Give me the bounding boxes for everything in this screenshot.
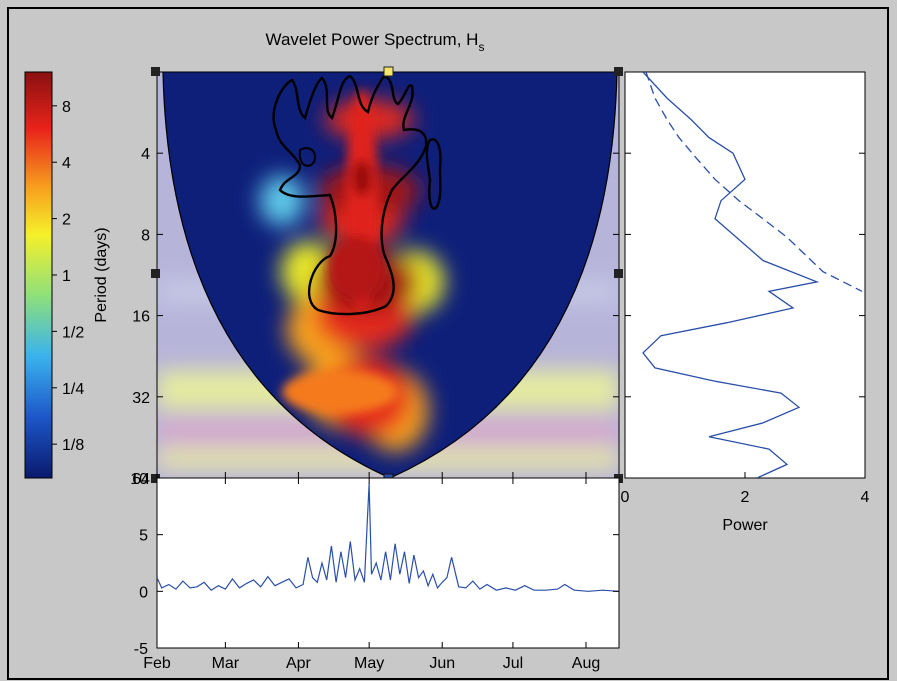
timeseries-x-tick-label: Apr — [286, 655, 312, 672]
colorbar-tick-label: 1/4 — [62, 381, 84, 398]
spectrum-axes-box — [624, 71, 866, 479]
resize-handle-bottom-left[interactable] — [151, 474, 160, 483]
power-blob — [259, 175, 305, 227]
colorbar-tick-label: 4 — [62, 155, 71, 172]
resize-handle-right[interactable] — [614, 269, 623, 278]
colorbar-tick-label: 1/2 — [62, 324, 84, 341]
significance-contour-main — [272, 74, 428, 316]
power-core — [282, 90, 398, 414]
resize-handle-left[interactable] — [151, 269, 160, 278]
map-y-tick-label: 4 — [141, 146, 150, 163]
spectrum-x-tick-label: 2 — [741, 489, 750, 506]
significance-spectrum-line — [645, 72, 863, 292]
colorbar-ticks: 8 4 2 1 1/2 1/4 1/8 — [52, 99, 84, 454]
resize-handle-top-right[interactable] — [614, 67, 623, 76]
colorbar-tick-label: 8 — [62, 99, 71, 116]
timeseries-y-tick-label: 10 — [130, 471, 148, 488]
timeseries-x-tick-label: Jun — [429, 655, 455, 672]
timeseries-y-tick-label: -5 — [134, 641, 148, 658]
spectrum-x-tick-label: 0 — [621, 489, 630, 506]
timeseries-x-tick-label: Mar — [212, 655, 240, 672]
timeseries-y-tick-label: 5 — [139, 528, 148, 545]
wavelet-power-map — [157, 72, 619, 478]
map-y-ticks: 4 8 16 32 64 — [132, 146, 619, 488]
timeseries-x-tick-label: May — [354, 655, 384, 672]
colorbar-tick-label: 1 — [62, 268, 71, 285]
timeseries-x-tick-label: Feb — [143, 655, 171, 672]
spectrum-ticks: 0 2 4 — [621, 152, 870, 506]
chart-title: Wavelet Power Spectrum, Hs — [266, 30, 485, 54]
map-y-tick-label: 64 — [132, 471, 150, 488]
timeseries-x-tick-label: Jul — [503, 655, 523, 672]
global-spectrum-line — [642, 72, 820, 478]
colorbar — [24, 71, 53, 479]
spectrum-lines — [642, 72, 863, 478]
map-y-tick-label: 16 — [132, 309, 150, 326]
figure-frame — [7, 7, 889, 680]
map-y-tick-label: 8 — [141, 227, 150, 244]
colorbar-tick-label: 1/8 — [62, 437, 84, 454]
cone-of-influence — [162, 72, 618, 478]
spectrum-x-axis-label: Power — [722, 517, 768, 534]
timeseries-x-tick-label: Aug — [572, 655, 600, 672]
resize-handle-top-left[interactable] — [151, 67, 160, 76]
map-y-tick-label: 32 — [132, 390, 150, 407]
significance-contour-small — [425, 138, 442, 210]
spectrum-x-tick-label: 4 — [861, 489, 870, 506]
colorbar-tick-label: 2 — [62, 212, 71, 229]
significance-contour-island — [298, 147, 316, 167]
resize-handle-top-center[interactable] — [383, 66, 394, 77]
timeseries-y-tick-label: 0 — [139, 584, 148, 601]
map-y-axis-label: Period (days) — [93, 227, 110, 322]
